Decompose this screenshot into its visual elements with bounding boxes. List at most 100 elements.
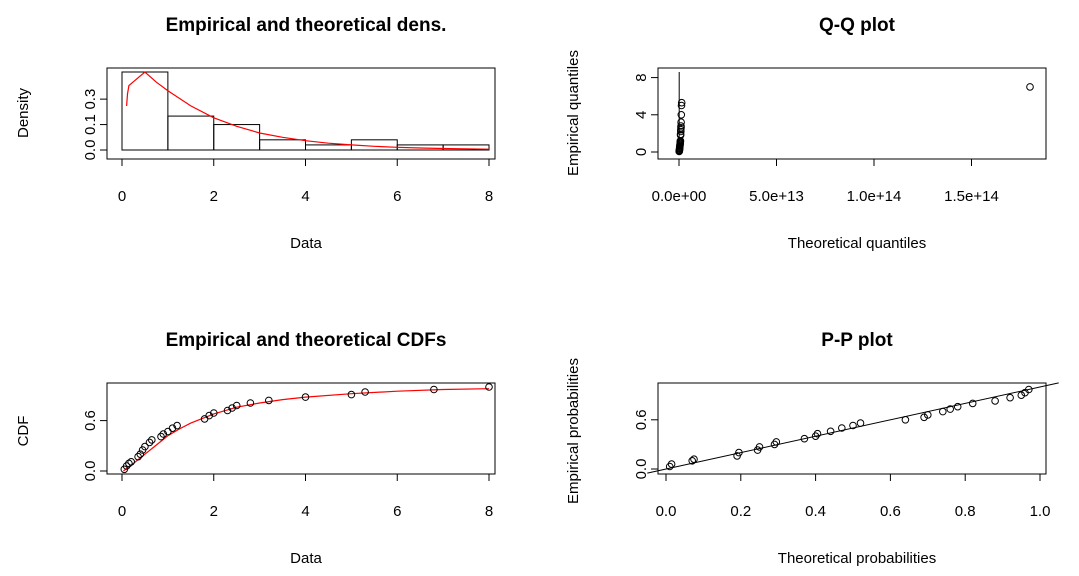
pp-point: [800, 434, 809, 443]
pp-point: [690, 455, 698, 464]
pp-point: [968, 399, 977, 408]
density-x-tick-label: 4: [301, 188, 309, 205]
cdf-point: [173, 421, 181, 430]
pp-point: [901, 416, 910, 424]
qq-x-tick-label: 0.0e+00: [652, 188, 707, 205]
pp-point: [1025, 385, 1033, 394]
density-histogram-bar: [442, 144, 490, 151]
cdf-point: [228, 404, 236, 412]
cdf-y-tick-label: 0.0: [82, 461, 99, 482]
qq-point: [677, 118, 685, 126]
pp-point: [770, 440, 779, 449]
cdf-y-tick-label: 0.6: [82, 410, 99, 431]
cdf-point: [430, 385, 438, 394]
pp-x-tick-label: 0.0: [656, 503, 677, 520]
cdf-point: [122, 462, 131, 470]
pp-point: [924, 411, 932, 419]
pp-point: [826, 427, 835, 436]
pp-point: [1006, 393, 1014, 402]
qq-point: [1026, 83, 1034, 91]
qq-y-tick-label: 4: [633, 111, 650, 119]
pp-point: [849, 421, 857, 430]
pp-x-tick-label: 0.2: [730, 503, 751, 520]
qq-plot-box: [657, 67, 1047, 160]
pp-point: [838, 424, 846, 432]
cdf-xlabel: Data: [290, 550, 322, 567]
cdf-point: [145, 438, 154, 447]
pp-point: [920, 413, 928, 422]
pp-x-tick-label: 0.6: [880, 503, 901, 520]
density-histogram-bar: [259, 139, 306, 151]
density-ylabel: Density: [15, 87, 32, 138]
qq-ylabel: Empirical quantiles: [565, 50, 582, 176]
qq-y-tick-label: 0: [633, 148, 650, 156]
cdf-point: [485, 383, 493, 391]
cdf-x-tick-label: 4: [301, 503, 309, 520]
qq-x-tick-label: 1.5e+14: [944, 188, 999, 205]
density-x-tick-label: 6: [393, 188, 401, 205]
pp-point: [665, 462, 674, 471]
density-y-tick-label: 0.1: [82, 114, 99, 135]
qq-point: [677, 122, 685, 130]
qq-y-tick-label: 8: [633, 73, 650, 81]
cdf-point: [134, 452, 142, 461]
density-x-tick-label: 2: [210, 188, 218, 205]
density-histogram-bar: [167, 115, 215, 151]
cdf-plot-box: [106, 382, 496, 475]
cdf-title: Empirical and theoretical CDFs: [166, 330, 447, 351]
qq-xlabel: Theoretical quantiles: [788, 235, 926, 252]
pp-point: [939, 407, 947, 416]
cdf-point: [148, 436, 156, 444]
cdf-x-tick-label: 0: [118, 503, 126, 520]
pp-reference-line: [647, 382, 1059, 474]
cdf-x-tick-label: 8: [485, 503, 493, 520]
cdf-point: [301, 393, 310, 401]
pp-y-tick-label: 0.0: [633, 459, 650, 480]
density-histogram-bar: [213, 124, 261, 151]
cdf-x-tick-label: 6: [393, 503, 401, 520]
cdf-point: [157, 432, 165, 441]
density-title: Empirical and theoretical dens.: [166, 15, 447, 36]
pp-point: [813, 429, 822, 438]
density-panel: Empirical and theoretical dens. Data Den…: [15, 15, 496, 252]
pp-xlabel: Theoretical probabilities: [778, 550, 936, 567]
pp-point: [946, 405, 955, 413]
density-x-tick-label: 0: [118, 188, 126, 205]
cdf-point: [361, 388, 369, 396]
pp-point: [811, 432, 820, 441]
pp-point: [772, 438, 781, 446]
density-theoretical-curve: [126, 71, 490, 150]
density-histogram-bar: [121, 71, 169, 151]
density-y-tick-label: 0.0: [82, 140, 99, 161]
cdf-point: [265, 396, 273, 405]
pp-x-tick-label: 0.8: [955, 503, 976, 520]
qq-x-tick-label: 5.0e+13: [749, 188, 804, 205]
qq-point: [677, 101, 686, 110]
pp-point: [688, 457, 697, 465]
pp-x-tick-label: 0.4: [805, 503, 826, 520]
density-xlabel: Data: [290, 235, 322, 252]
density-histogram-bar: [305, 144, 352, 151]
cdf-point: [210, 409, 218, 417]
pp-y-tick-label: 0.6: [633, 409, 650, 430]
cdf-point: [125, 459, 133, 468]
cdf-point: [141, 442, 149, 451]
cdf-x-tick-label: 2: [210, 503, 218, 520]
cdf-point: [246, 399, 255, 407]
qq-x-tick-label: 1.0e+14: [847, 188, 902, 205]
qq-point: [677, 98, 686, 107]
density-x-tick-label: 8: [485, 188, 493, 205]
density-y-tick-label: 0.3: [82, 89, 99, 110]
pp-x-tick-label: 1.0: [1030, 503, 1051, 520]
pp-point: [991, 397, 999, 405]
cdf-point: [127, 458, 135, 466]
pp-point: [953, 402, 962, 411]
cdf-theoretical-curve: [123, 388, 490, 472]
cdf-point: [159, 430, 168, 438]
qq-point: [677, 111, 686, 119]
pp-point: [667, 460, 676, 468]
pp-point: [856, 419, 865, 427]
qq-panel: Q-Q plot Theoretical quantiles Empirical…: [565, 15, 1047, 252]
pp-point: [735, 448, 743, 457]
